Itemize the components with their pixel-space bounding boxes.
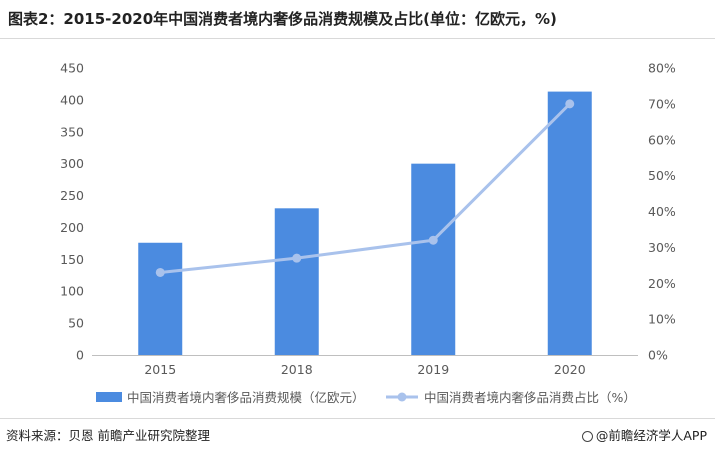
y-right-tick-label: 0% — [648, 348, 668, 363]
x-tick-label: 2015 — [144, 362, 176, 377]
legend-bar-swatch — [96, 392, 122, 402]
bar — [274, 208, 319, 355]
legend-line-label: 中国消费者境内奢侈品消费占比（%） — [424, 390, 636, 405]
y-left-tick-label: 0 — [76, 348, 84, 363]
y-left-tick-label: 50 — [68, 316, 84, 331]
line-point — [428, 235, 438, 245]
copyright-icon — [581, 431, 593, 442]
y-right-tick-label: 60% — [648, 132, 676, 147]
line-point — [565, 99, 575, 109]
series-line — [160, 102, 571, 274]
y-left-tick-label: 200 — [60, 220, 84, 235]
chart-title: 图表2：2015-2020年中国消费者境内奢侈品消费规模及占比(单位：亿欧元，%… — [8, 10, 557, 28]
y-right-tick-label: 70% — [648, 96, 676, 111]
y-right-tick-label: 80% — [648, 61, 676, 76]
line-point — [155, 267, 165, 277]
line-point — [292, 253, 302, 263]
bar — [138, 242, 183, 355]
y-left-tick-label: 450 — [60, 61, 84, 76]
legend-bar-label: 中国消费者境内奢侈品消费规模（亿欧元） — [127, 390, 365, 405]
y-right-tick-label: 40% — [648, 204, 676, 219]
y-left-tick-label: 350 — [60, 124, 84, 139]
y-left-tick-label: 100 — [60, 284, 84, 299]
brand-credit: @前瞻经济学人APP — [581, 425, 707, 444]
brand-text: @前瞻经济学人APP — [595, 428, 707, 443]
x-tick-label: 2019 — [417, 362, 449, 377]
bar — [411, 163, 456, 355]
x-tick-label: 2018 — [281, 362, 313, 377]
y-left-tick-label: 250 — [60, 188, 84, 203]
footer: 资料来源：贝恩 前瞻产业研究院整理 @前瞻经济学人APP — [0, 418, 715, 451]
y-right-tick-label: 10% — [648, 312, 676, 327]
y-left-tick-label: 300 — [60, 156, 84, 171]
source-note: 资料来源：贝恩 前瞻产业研究院整理 — [6, 428, 210, 443]
bar — [547, 91, 592, 355]
y-right-tick-label: 20% — [648, 276, 676, 291]
chart-area: 0 50 100 150 200 250 300 350 400 450 0% 10% 20% 30% 40… — [60, 61, 676, 406]
legend-line-marker — [397, 392, 407, 402]
y-right-tick-label: 50% — [648, 168, 676, 183]
y-left-tick-label: 400 — [60, 92, 84, 107]
x-tick-label: 2020 — [554, 362, 586, 377]
title-divider — [0, 38, 715, 39]
y-right-tick-label: 30% — [648, 240, 676, 255]
y-left-tick-label: 150 — [60, 252, 84, 267]
